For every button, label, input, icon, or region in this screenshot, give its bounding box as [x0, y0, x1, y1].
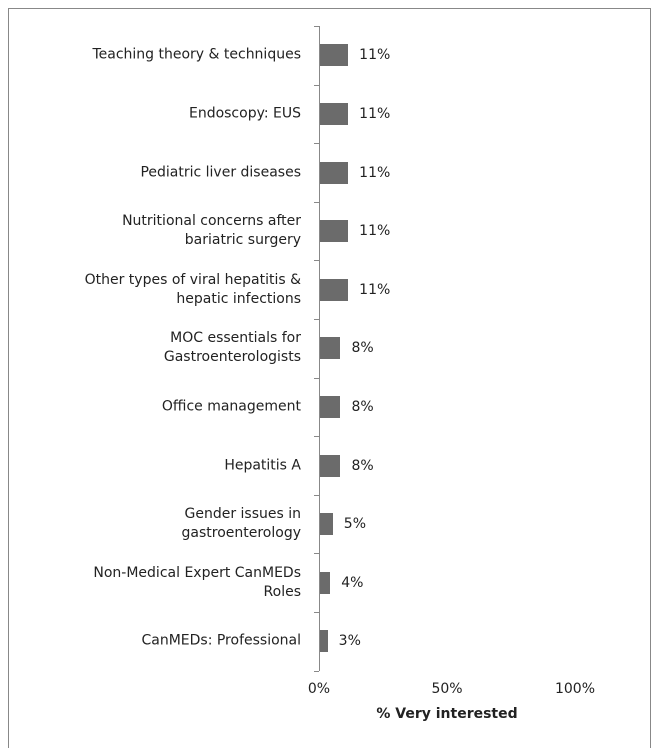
value-label: 8% [351, 457, 374, 474]
bar [320, 454, 341, 477]
axis-tick [314, 84, 319, 86]
bar [320, 44, 349, 67]
axis-tick [314, 26, 319, 27]
axis-tick [314, 319, 319, 320]
value-label: 3% [338, 633, 361, 650]
bar [320, 630, 328, 653]
value-label: 4% [341, 574, 364, 591]
value-label: 11% [359, 105, 391, 122]
x-axis-title: % Very interested [376, 705, 518, 722]
value-label: 8% [351, 340, 374, 357]
bar [320, 220, 349, 243]
y-axis-line [319, 26, 320, 671]
x-tick-label: 50% [431, 680, 463, 697]
bar [320, 102, 349, 125]
category-label: Office management [161, 398, 301, 415]
axis-tick [314, 494, 319, 496]
category-label: MOC essentials for Gastroenterologists [163, 330, 301, 366]
value-label: 11% [359, 47, 391, 64]
category-label: Gender issues in gastroenterology [181, 506, 302, 542]
x-tick-label: 0% [307, 680, 331, 697]
category-label: Hepatitis A [224, 457, 301, 473]
category-label: CanMEDs: Professional [141, 632, 301, 649]
category-label: Non-Medical Expert CanMEDs Roles [93, 564, 301, 600]
bar [320, 395, 341, 418]
bar [320, 513, 333, 536]
axis-tick [314, 553, 319, 555]
bar [320, 161, 349, 184]
axis-tick [314, 201, 319, 203]
category-label: Other types of viral hepatitis & hepatic… [84, 271, 301, 307]
axis-tick [314, 260, 319, 262]
category-label: Teaching theory & techniques [92, 46, 301, 63]
value-label: 11% [359, 164, 391, 181]
bar [320, 278, 349, 301]
value-label: 11% [359, 223, 391, 240]
bar [320, 571, 331, 594]
bar [320, 337, 341, 360]
axis-tick [314, 143, 319, 145]
category-label: Endoscopy: EUS [188, 105, 301, 122]
axis-tick [314, 670, 319, 672]
value-label: 11% [359, 281, 391, 298]
category-label: Nutritional concerns after bariatric sur… [122, 213, 301, 249]
x-tick-label: 100% [554, 680, 596, 697]
axis-tick [314, 436, 319, 438]
category-label: Pediatric liver diseases [140, 164, 301, 180]
chart-frame [8, 8, 651, 748]
axis-tick [314, 612, 319, 613]
axis-tick [314, 377, 319, 379]
value-label: 5% [343, 516, 367, 533]
value-label: 8% [351, 398, 374, 415]
